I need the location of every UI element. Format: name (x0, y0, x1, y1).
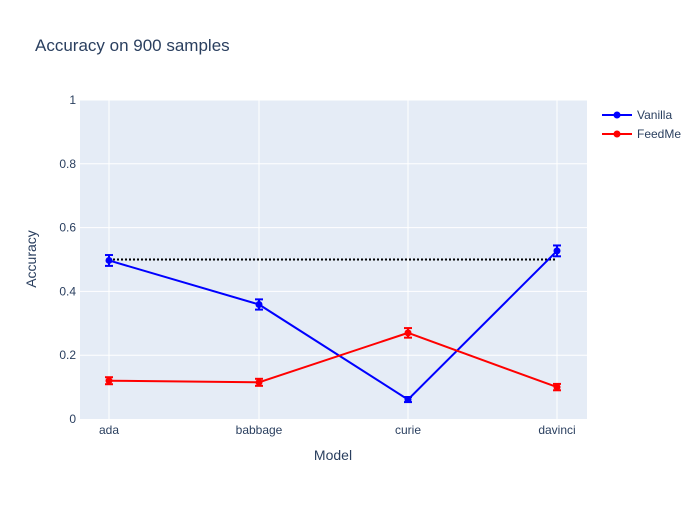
legend-label: FeedMe (637, 127, 681, 141)
y-tick-label: 1 (69, 93, 76, 107)
y-tick-label: 0.8 (59, 157, 76, 171)
legend-marker (613, 111, 621, 119)
x-tick-label: davinci (538, 423, 575, 437)
series-group (105, 244, 561, 404)
data-point[interactable] (404, 396, 412, 404)
legend-label: Vanilla (637, 108, 672, 122)
data-point[interactable] (105, 256, 113, 264)
y-axis-ticks: 0 0.2 0.4 0.6 0.8 1 (59, 93, 76, 426)
series-line (108, 331, 558, 389)
y-tick-label: 0.4 (59, 284, 76, 298)
legend-item-vanilla[interactable]: Vanilla (602, 108, 672, 122)
x-tick-label: curie (395, 423, 421, 437)
legend-item-feedme[interactable]: FeedMe (602, 127, 681, 141)
data-point[interactable] (105, 377, 113, 385)
legend[interactable]: Vanilla FeedMe (602, 108, 681, 141)
x-tick-label: babbage (236, 423, 283, 437)
series-feedme (105, 327, 561, 392)
data-point[interactable] (255, 300, 263, 308)
data-point[interactable] (255, 378, 263, 386)
series-vanilla (105, 244, 561, 404)
y-tick-label: 0.6 (59, 221, 76, 235)
x-axis-ticks: ada babbage curie davinci (99, 423, 576, 437)
data-point[interactable] (404, 329, 412, 337)
data-point[interactable] (553, 247, 561, 255)
data-point[interactable] (553, 383, 561, 391)
x-tick-label: ada (99, 423, 119, 437)
y-axis-title: Accuracy (23, 230, 39, 288)
y-tick-label: 0 (69, 412, 76, 426)
legend-marker (613, 130, 621, 138)
chart-title: Accuracy on 900 samples (35, 36, 230, 55)
x-axis-title: Model (314, 447, 352, 463)
series-line (108, 250, 558, 401)
y-tick-label: 0.2 (59, 348, 76, 362)
